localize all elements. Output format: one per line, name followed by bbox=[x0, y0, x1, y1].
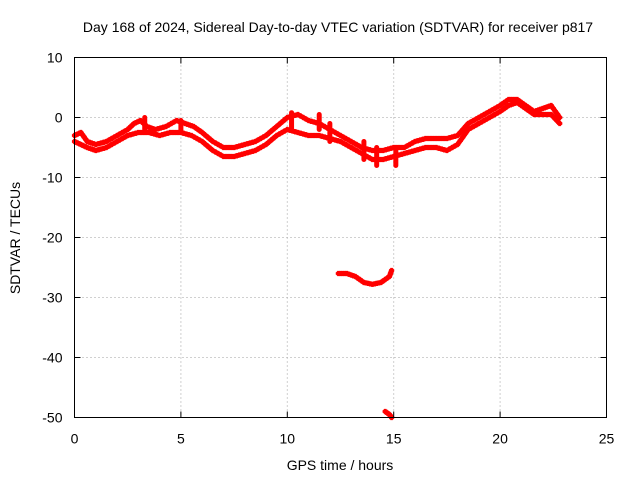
y-tick-label: 10 bbox=[47, 50, 63, 66]
y-tick-label: 0 bbox=[55, 110, 63, 126]
x-tick-label: 20 bbox=[492, 431, 508, 447]
x-tick-label: 0 bbox=[71, 431, 79, 447]
tick-layer bbox=[74, 57, 607, 418]
y-tick-label: -50 bbox=[42, 410, 62, 426]
series-band bbox=[335, 268, 395, 287]
x-tick-label: 5 bbox=[177, 431, 185, 447]
y-tick-label: -20 bbox=[42, 230, 62, 246]
y-axis-label: SDTVAR / TECUs bbox=[7, 182, 23, 294]
x-tick-labels: 0 5 10 15 20 25 bbox=[71, 431, 615, 447]
series-outlier-bottom bbox=[382, 408, 395, 421]
y-tick-label: -10 bbox=[42, 170, 62, 186]
y-tick-label: -40 bbox=[42, 350, 62, 366]
x-tick-label: 25 bbox=[599, 431, 615, 447]
x-tick-label: 15 bbox=[386, 431, 402, 447]
series-band bbox=[72, 100, 563, 162]
x-tick-label: 10 bbox=[280, 431, 296, 447]
data-points-layer bbox=[71, 96, 563, 421]
x-axis-label: GPS time / hours bbox=[287, 457, 394, 473]
series-main-lower bbox=[71, 99, 563, 163]
series-band bbox=[382, 409, 395, 420]
y-tick-labels: 10 0 -10 -20 -30 -40 -50 bbox=[42, 50, 62, 426]
y-tick-label: -30 bbox=[42, 290, 62, 306]
series-main-spikes bbox=[142, 110, 399, 168]
series-outlier-arc bbox=[335, 267, 395, 287]
chart-title: Day 168 of 2024, Sidereal Day-to-day VTE… bbox=[83, 19, 593, 35]
